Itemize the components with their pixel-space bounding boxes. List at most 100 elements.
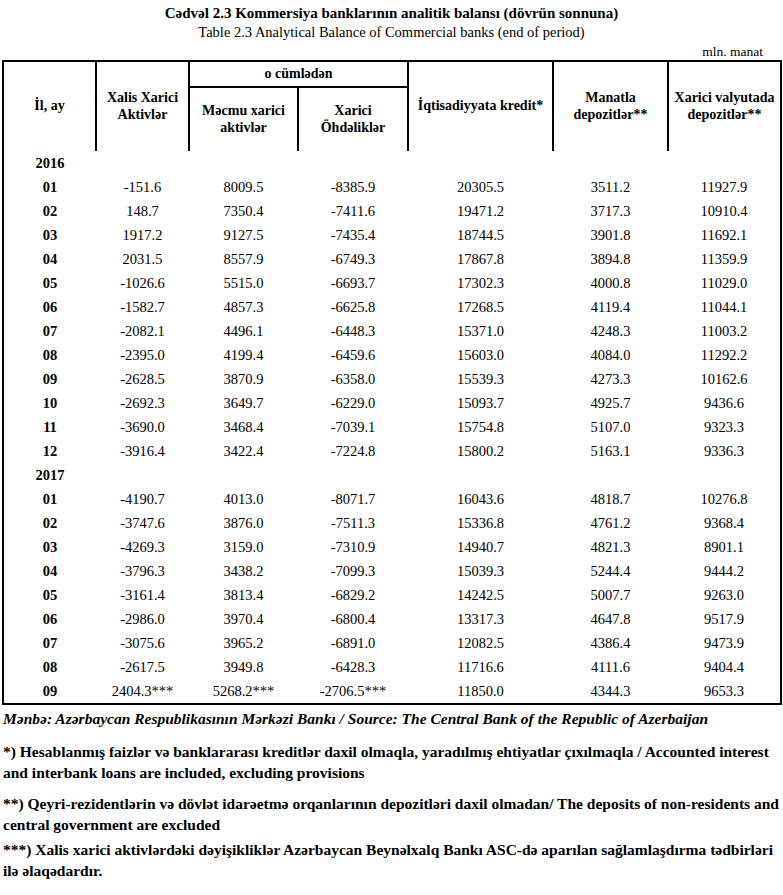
value-cell: 3468.4 bbox=[189, 415, 298, 439]
value-cell: 4344.3 bbox=[553, 679, 668, 704]
value-cell: 3422.4 bbox=[189, 439, 298, 463]
value-cell: -3075.6 bbox=[96, 631, 189, 655]
value-cell: -3916.4 bbox=[96, 439, 189, 463]
value-cell: -7435.4 bbox=[298, 223, 408, 247]
month-cell: 03 bbox=[3, 535, 96, 559]
analytical-balance-table: İl, ay Xalis Xarici Aktivlər o cümlədən … bbox=[2, 60, 782, 705]
unit-label: mln. manat bbox=[0, 44, 783, 59]
value-cell: 4248.3 bbox=[553, 319, 668, 343]
table-row: 06-1582.74857.3-6625.817268.54119.411044… bbox=[3, 295, 781, 319]
value-cell: 4821.3 bbox=[553, 535, 668, 559]
table-body: 201601-151.68009.5-8385.920305.53511.211… bbox=[3, 151, 781, 704]
footnote-net-foreign-assets: ***) Xalis xarici aktivlərdəki dəyişikli… bbox=[3, 839, 780, 881]
value-cell: -7039.1 bbox=[298, 415, 408, 439]
month-cell: 01 bbox=[3, 175, 96, 199]
value-cell: 11716.6 bbox=[408, 655, 553, 679]
value-cell: -6448.3 bbox=[298, 319, 408, 343]
value-cell: 14940.7 bbox=[408, 535, 553, 559]
empty-cell bbox=[96, 463, 189, 487]
value-cell: -6693.7 bbox=[298, 271, 408, 295]
value-cell: 10162.6 bbox=[668, 367, 781, 391]
value-cell: 3813.4 bbox=[189, 583, 298, 607]
year-label: 2016 bbox=[3, 151, 96, 175]
header-year-month: İl, ay bbox=[3, 61, 96, 151]
table-row: 06-2986.03970.4-6800.413317.34647.89517.… bbox=[3, 607, 781, 631]
value-cell: -151.6 bbox=[96, 175, 189, 199]
value-cell: 15093.7 bbox=[408, 391, 553, 415]
year-label: 2017 bbox=[3, 463, 96, 487]
value-cell: 4857.3 bbox=[189, 295, 298, 319]
month-cell: 05 bbox=[3, 583, 96, 607]
value-cell: -8385.9 bbox=[298, 175, 408, 199]
value-cell: 2031.5 bbox=[96, 247, 189, 271]
value-cell: 4119.4 bbox=[553, 295, 668, 319]
month-cell: 01 bbox=[3, 487, 96, 511]
value-cell: -7099.3 bbox=[298, 559, 408, 583]
value-cell: 11850.0 bbox=[408, 679, 553, 704]
year-row: 2016 bbox=[3, 151, 781, 175]
value-cell: -6229.0 bbox=[298, 391, 408, 415]
month-cell: 02 bbox=[3, 511, 96, 535]
value-cell: 4647.8 bbox=[553, 607, 668, 631]
month-cell: 07 bbox=[3, 631, 96, 655]
table-row: 092404.3***5268.2***-2706.5***11850.0434… bbox=[3, 679, 781, 704]
value-cell: -6428.3 bbox=[298, 655, 408, 679]
year-row: 2017 bbox=[3, 463, 781, 487]
header-foreign-liabilities: Xarici Öhdəliklər bbox=[298, 87, 408, 151]
value-cell: 5268.2*** bbox=[189, 679, 298, 704]
value-cell: 5007.7 bbox=[553, 583, 668, 607]
value-cell: 3717.3 bbox=[553, 199, 668, 223]
empty-cell bbox=[96, 151, 189, 175]
value-cell: 3649.7 bbox=[189, 391, 298, 415]
value-cell: 5163.1 bbox=[553, 439, 668, 463]
empty-cell bbox=[408, 151, 553, 175]
value-cell: 3159.0 bbox=[189, 535, 298, 559]
empty-cell bbox=[553, 151, 668, 175]
empty-cell bbox=[189, 463, 298, 487]
value-cell: 9473.9 bbox=[668, 631, 781, 655]
table-row: 08-2617.53949.8-6428.311716.64111.69404.… bbox=[3, 655, 781, 679]
table-row: 01-4190.74013.0-8071.716043.64818.710276… bbox=[3, 487, 781, 511]
value-cell: 11003.2 bbox=[668, 319, 781, 343]
value-cell: 18744.5 bbox=[408, 223, 553, 247]
value-cell: -6829.2 bbox=[298, 583, 408, 607]
value-cell: -4269.3 bbox=[96, 535, 189, 559]
value-cell: -8071.7 bbox=[298, 487, 408, 511]
month-cell: 09 bbox=[3, 367, 96, 391]
value-cell: -3796.3 bbox=[96, 559, 189, 583]
value-cell: 9127.5 bbox=[189, 223, 298, 247]
value-cell: -7224.8 bbox=[298, 439, 408, 463]
value-cell: 3876.0 bbox=[189, 511, 298, 535]
value-cell: 12082.5 bbox=[408, 631, 553, 655]
table-row: 02-3747.63876.0-7511.315336.84761.29368.… bbox=[3, 511, 781, 535]
month-cell: 07 bbox=[3, 319, 96, 343]
footnote-credit: *) Hesablanmış faizlər və banklararası k… bbox=[3, 741, 780, 783]
value-cell: -6625.8 bbox=[298, 295, 408, 319]
value-cell: 3438.2 bbox=[189, 559, 298, 583]
value-cell: 4013.0 bbox=[189, 487, 298, 511]
value-cell: 9653.3 bbox=[668, 679, 781, 704]
value-cell: 11927.9 bbox=[668, 175, 781, 199]
table-row: 02148.77350.4-7411.619471.23717.310910.4 bbox=[3, 199, 781, 223]
table-row: 031917.29127.5-7435.418744.53901.811692.… bbox=[3, 223, 781, 247]
value-cell: 17268.5 bbox=[408, 295, 553, 319]
table-row: 12-3916.43422.4-7224.815800.25163.19336.… bbox=[3, 439, 781, 463]
value-cell: 10910.4 bbox=[668, 199, 781, 223]
value-cell: -6891.0 bbox=[298, 631, 408, 655]
table-row: 11-3690.03468.4-7039.115754.85107.09323.… bbox=[3, 415, 781, 439]
value-cell: 11029.0 bbox=[668, 271, 781, 295]
empty-cell bbox=[298, 151, 408, 175]
statistical-bulletin-page: Cədvəl 2.3 Kommersiya banklarının analit… bbox=[0, 0, 783, 881]
value-cell: 148.7 bbox=[96, 199, 189, 223]
value-cell: 15800.2 bbox=[408, 439, 553, 463]
value-cell: 3970.4 bbox=[189, 607, 298, 631]
month-cell: 10 bbox=[3, 391, 96, 415]
footnotes-block: Mənbə: Azərbaycan Respublikasının Mərkəz… bbox=[0, 708, 783, 881]
value-cell: 9517.9 bbox=[668, 607, 781, 631]
value-cell: -2395.0 bbox=[96, 343, 189, 367]
value-cell: -6800.4 bbox=[298, 607, 408, 631]
value-cell: 9323.3 bbox=[668, 415, 781, 439]
empty-cell bbox=[668, 151, 781, 175]
value-cell: 8557.9 bbox=[189, 247, 298, 271]
value-cell: 5515.0 bbox=[189, 271, 298, 295]
